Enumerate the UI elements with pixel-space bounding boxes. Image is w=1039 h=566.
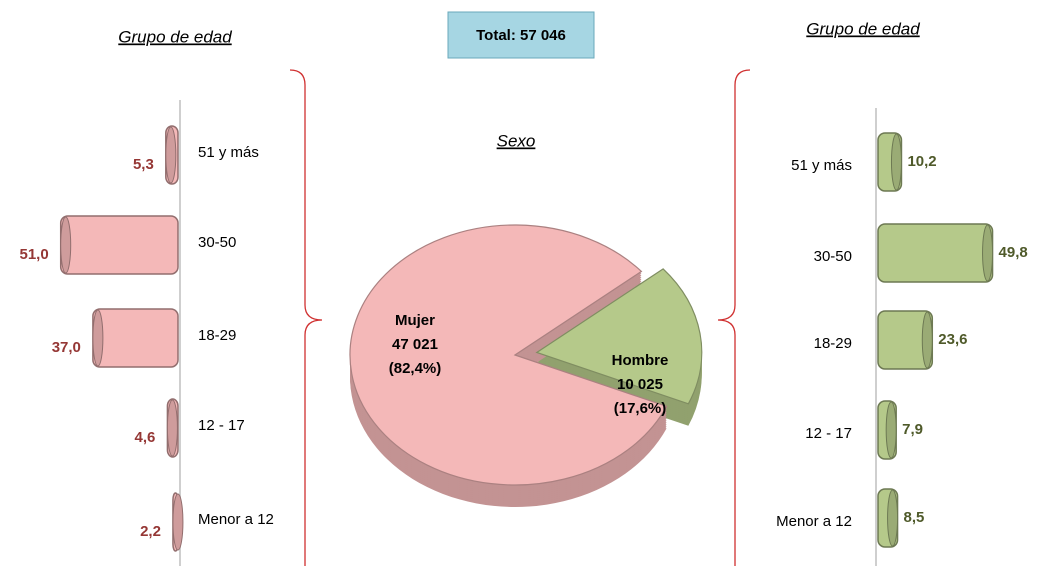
total-label: Total: 57 046 bbox=[476, 27, 566, 44]
left-title: Grupo de edad bbox=[118, 27, 232, 46]
bar-cap bbox=[166, 399, 178, 457]
pie-slice bbox=[535, 268, 703, 405]
value-label: 7,9 bbox=[902, 421, 923, 438]
bar bbox=[877, 223, 994, 283]
pie-slice bbox=[349, 224, 668, 486]
bar-cap bbox=[890, 133, 902, 191]
value-label: 49,8 bbox=[999, 244, 1028, 261]
category-label: 12 - 17 bbox=[805, 425, 852, 442]
slice-name: Hombre bbox=[612, 352, 669, 369]
value-label: 5,3 bbox=[133, 156, 154, 173]
bar-cap bbox=[92, 309, 104, 367]
slice-value: 10 025 bbox=[617, 376, 663, 393]
bar-cap bbox=[60, 216, 72, 274]
value-label: 37,0 bbox=[52, 339, 81, 356]
value-label: 4,6 bbox=[135, 429, 156, 446]
category-label: 30-50 bbox=[814, 248, 852, 265]
category-label: 30-50 bbox=[198, 234, 236, 251]
category-label: Menor a 12 bbox=[776, 513, 852, 530]
value-label: 23,6 bbox=[938, 331, 967, 348]
value-label: 51,0 bbox=[19, 246, 48, 263]
category-label: 18-29 bbox=[198, 327, 236, 344]
slice-percent: (17,6%) bbox=[614, 400, 667, 417]
slice-percent: (82,4%) bbox=[389, 360, 442, 377]
bar-cap bbox=[921, 311, 933, 369]
category-label: 12 - 17 bbox=[198, 417, 245, 434]
slice-value: 47 021 bbox=[392, 336, 438, 353]
category-label: Menor a 12 bbox=[198, 511, 274, 528]
pie-title: Sexo bbox=[497, 131, 536, 150]
value-label: 8,5 bbox=[904, 509, 925, 526]
bar-cap bbox=[885, 401, 897, 459]
slice-name: Mujer bbox=[395, 312, 435, 329]
bar-cap bbox=[887, 489, 899, 547]
value-label: 2,2 bbox=[140, 523, 161, 540]
category-label: 51 y más bbox=[198, 144, 259, 161]
bar-cap bbox=[172, 493, 184, 551]
total-box bbox=[447, 11, 595, 59]
category-label: 18-29 bbox=[814, 335, 852, 352]
bar-cap bbox=[165, 126, 177, 184]
bar bbox=[59, 215, 179, 275]
value-label: 10,2 bbox=[907, 153, 936, 170]
category-label: 51 y más bbox=[791, 157, 852, 174]
right-brace bbox=[717, 69, 751, 566]
right-title: Grupo de edad bbox=[806, 19, 920, 38]
bar bbox=[92, 308, 179, 368]
bar-cap bbox=[982, 224, 994, 282]
left-brace bbox=[289, 69, 323, 566]
